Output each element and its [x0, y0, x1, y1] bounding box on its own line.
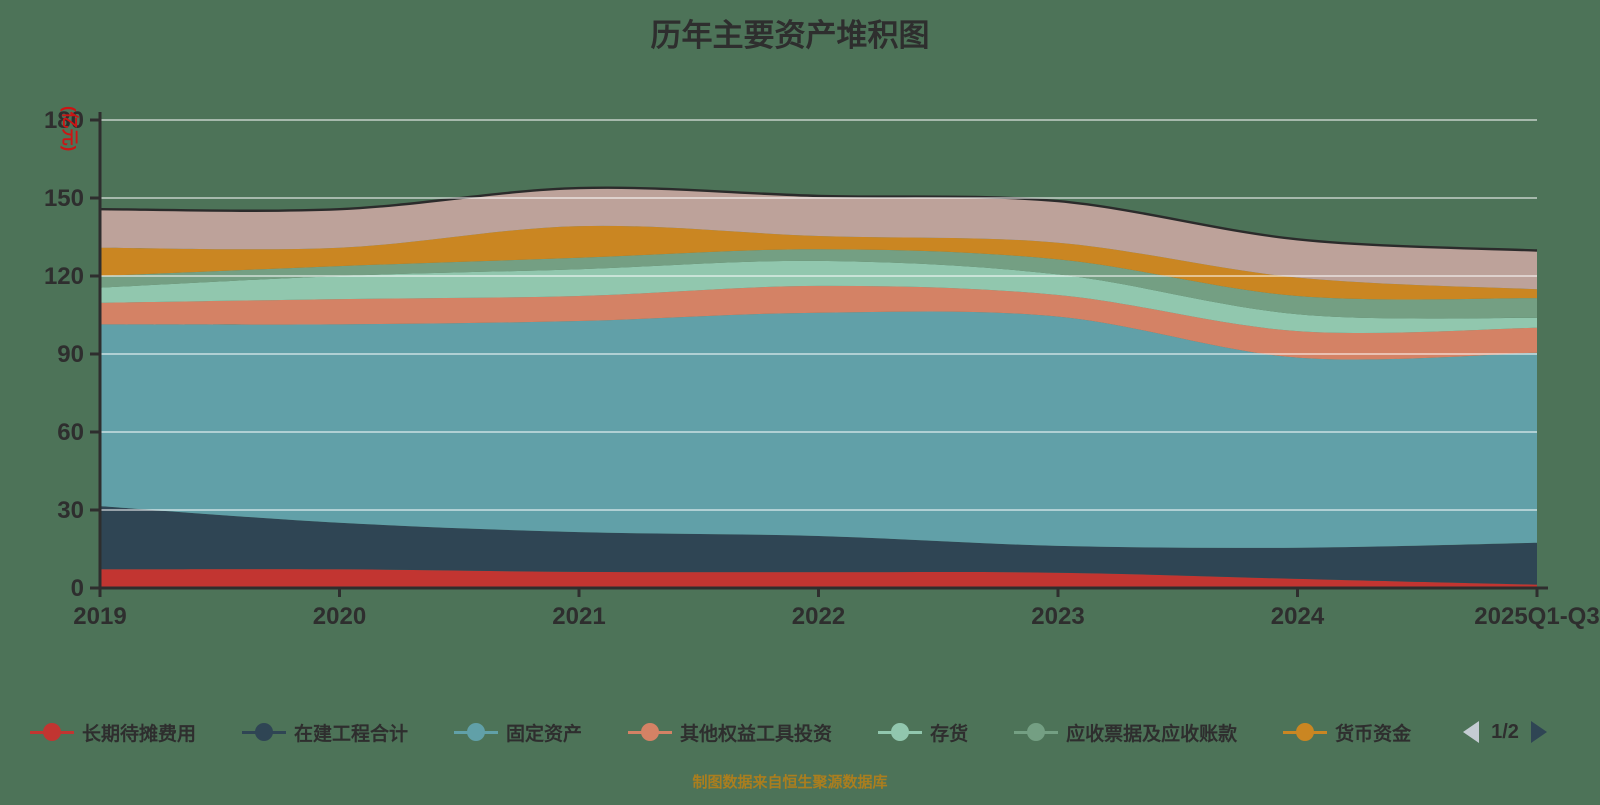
legend-label: 长期待摊费用: [82, 723, 197, 745]
data-source-note: 制图数据来自恒生聚源数据库: [692, 774, 888, 791]
legend-marker-icon: [628, 723, 673, 741]
x-tick-label-2024: 2024: [1271, 603, 1325, 630]
legend-item-qitaquanyigongjutouzi[interactable]: 其他权益工具投资: [628, 719, 832, 746]
area-series-存货: [100, 260, 1537, 333]
legend: 长期待摊费用 在建工程合计 固定资产 其他权益工具投资 存货 应收票据及应收账款…: [30, 712, 1547, 752]
legend-marker-icon: [1283, 723, 1328, 741]
area-series-应收票据及应收账款: [100, 249, 1537, 319]
legend-marker-icon: [454, 723, 499, 741]
area-series-other: [100, 187, 1537, 290]
y-tick-label-180: 180: [44, 107, 84, 134]
legend-item-cunhuo[interactable]: 存货: [878, 719, 968, 746]
x-tick-label-2021: 2021: [552, 603, 605, 630]
area-series-在建工程合计: [100, 506, 1537, 585]
legend-page-indicator: 1/2: [1491, 720, 1519, 743]
area-series-长期待摊费用: [100, 569, 1537, 588]
legend-label: 存货: [930, 723, 969, 745]
y-tick-label-150: 150: [44, 185, 84, 212]
x-tick-label-2023: 2023: [1031, 603, 1084, 630]
legend-marker-icon: [242, 723, 287, 741]
y-tick-label-30: 30: [57, 497, 84, 524]
stack-top-line: [99, 186, 1538, 252]
x-tick-label-2020: 2020: [313, 603, 366, 630]
legend-marker-icon: [1014, 723, 1059, 741]
legend-label: 其他权益工具投资: [680, 723, 833, 745]
legend-marker-icon: [30, 723, 74, 741]
legend-marker-icon: [878, 723, 923, 741]
legend-next-page-icon[interactable]: [1530, 721, 1547, 743]
y-tick-label-0: 0: [71, 575, 84, 602]
legend-pager: 1/2: [1463, 721, 1547, 744]
page-title: 历年主要资产堆积图: [650, 18, 930, 53]
legend-item-changqidaitanfeiyong[interactable]: 长期待摊费用: [30, 719, 196, 746]
y-tick-label-60: 60: [57, 419, 84, 446]
legend-prev-page-icon[interactable]: [1463, 721, 1480, 743]
area-series-固定资产: [100, 311, 1537, 548]
area-series-货币资金: [100, 225, 1537, 300]
legend-item-zaijiangongchengheji[interactable]: 在建工程合计: [242, 719, 408, 746]
y-tick-label-120: 120: [44, 263, 84, 290]
legend-item-huobizijin[interactable]: 货币资金: [1283, 719, 1411, 746]
legend-item-gudingzichan[interactable]: 固定资产: [454, 719, 582, 746]
x-tick-label-2025Q1-Q3: 2025Q1-Q3: [1474, 603, 1599, 630]
legend-label: 应收票据及应收账款: [1066, 723, 1238, 745]
area-series-其他权益工具投资: [100, 285, 1537, 360]
x-tick-label-2022: 2022: [792, 603, 845, 630]
legend-label: 货币资金: [1335, 723, 1412, 745]
y-tick-label-90: 90: [57, 341, 84, 368]
legend-item-yingshoupiaoju[interactable]: 应收票据及应收账款: [1014, 719, 1237, 746]
legend-label: 在建工程合计: [294, 723, 409, 745]
x-tick-label-2019: 2019: [73, 603, 126, 630]
y-axis-unit-label: (亿元): [60, 106, 79, 152]
legend-label: 固定资产: [506, 723, 583, 745]
